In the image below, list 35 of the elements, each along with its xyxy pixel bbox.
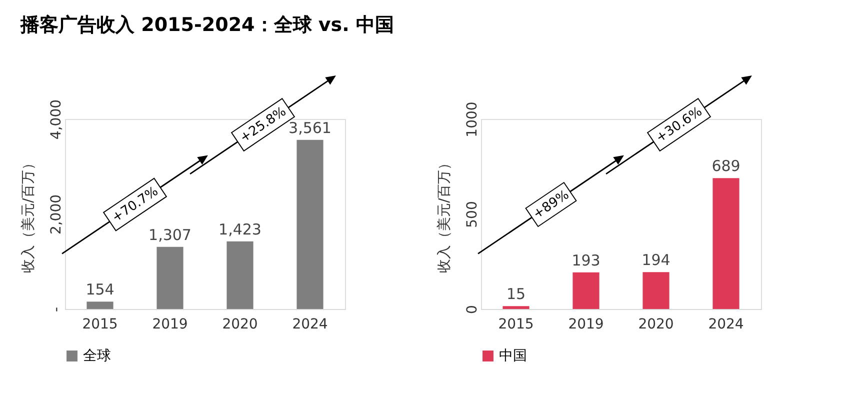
y-tick-label: - — [48, 306, 64, 312]
x-tick-label: 2019 — [152, 316, 188, 332]
x-tick-label: 2020 — [222, 316, 258, 332]
chart-title: 播客广告收入 2015-2024：全球 vs. 中国 — [20, 14, 394, 36]
x-tick-label: 2020 — [638, 316, 674, 332]
bar — [226, 241, 254, 309]
bar — [296, 140, 324, 309]
data-label: 15 — [506, 285, 526, 304]
legend-label: 全球 — [83, 348, 111, 364]
text: 1,423 — [218, 220, 262, 238]
data-label: 194 — [642, 251, 670, 270]
bar — [86, 302, 114, 309]
bar — [712, 178, 740, 309]
x-tick-label: 2015 — [82, 316, 118, 332]
y-tick-label: 500 — [464, 201, 480, 228]
bar — [502, 306, 530, 309]
data-label: 193 — [572, 251, 600, 270]
y-axis-title: 收入（美元/百万） — [20, 156, 36, 273]
text: 154 — [86, 280, 114, 299]
x-tick-label: 2015 — [498, 316, 534, 332]
x-tick-label: 2024 — [292, 316, 328, 332]
y-tick-label: 4,000 — [48, 99, 64, 140]
x-tick-label: 2019 — [568, 316, 604, 332]
y-tick-label: 1000 — [464, 102, 480, 138]
bar — [572, 272, 600, 309]
y-tick-label: 2,000 — [48, 194, 64, 235]
x-tick-label: 2024 — [708, 316, 744, 332]
data-label: 689 — [712, 157, 740, 176]
text: 3,561 — [288, 118, 332, 137]
text: 1,307 — [148, 226, 192, 244]
bar — [156, 246, 184, 309]
y-tick-label: 0 — [464, 305, 480, 314]
legend-label: 中国 — [499, 348, 527, 364]
y-axis-title: 收入（美元/百万） — [436, 156, 452, 273]
bar — [642, 272, 670, 309]
